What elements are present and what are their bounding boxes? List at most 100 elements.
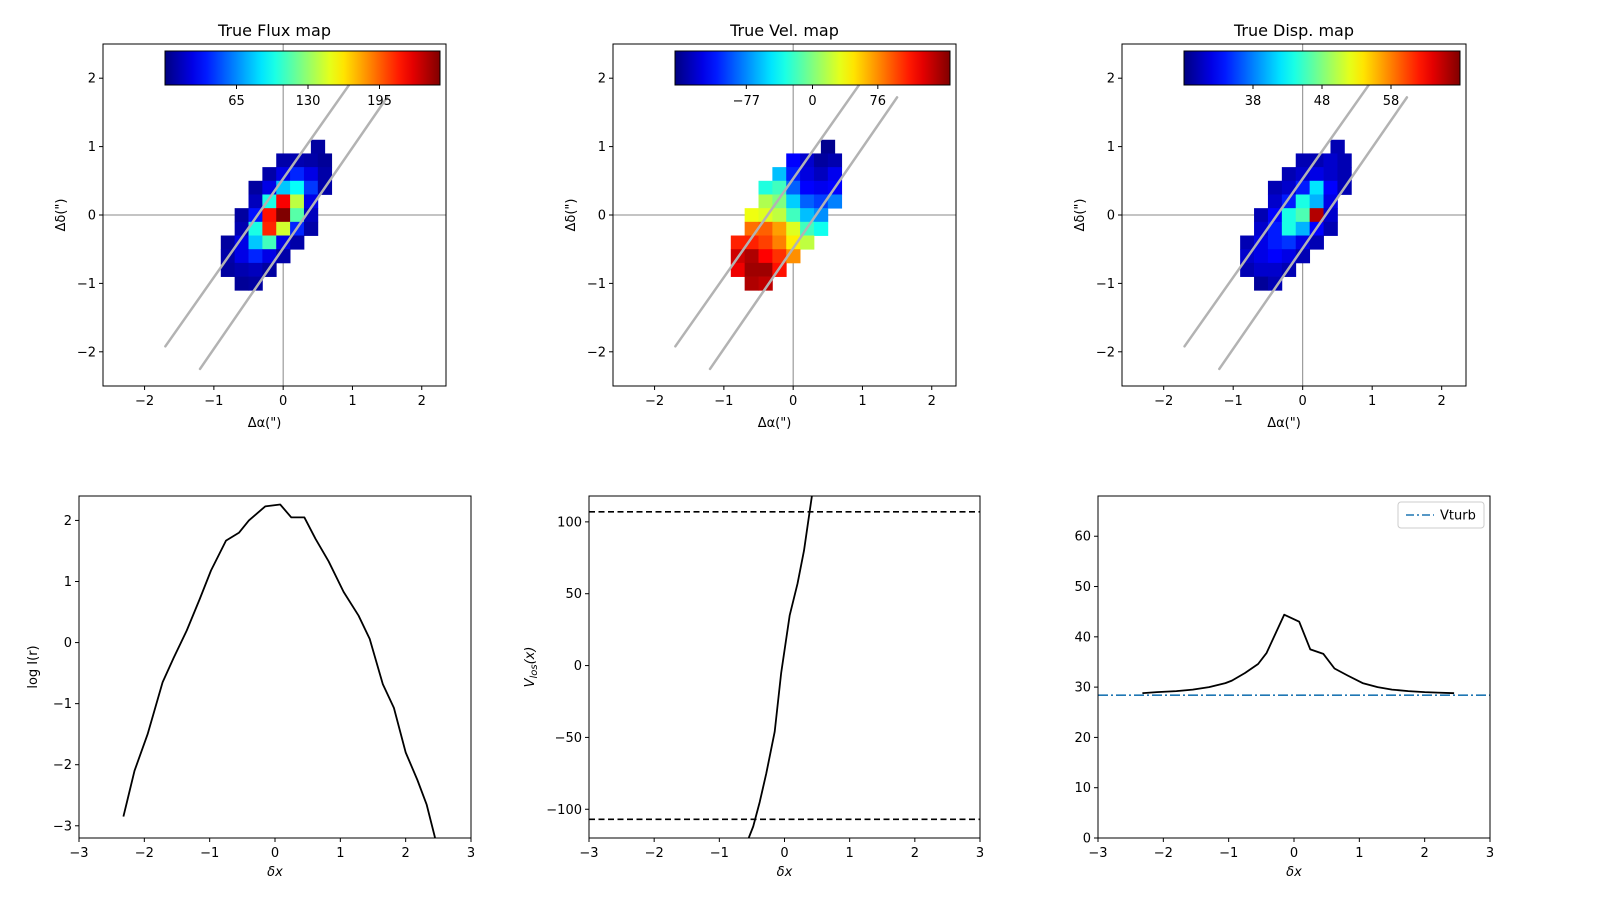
map-pixel bbox=[827, 194, 843, 209]
y-tick-label: 2 bbox=[88, 72, 96, 87]
x-tick-label: 0 bbox=[271, 846, 279, 861]
map-pixel bbox=[1337, 153, 1352, 168]
map-pixel bbox=[290, 235, 305, 250]
map-pixel bbox=[1323, 153, 1338, 168]
map-pixel bbox=[262, 221, 277, 236]
x-tick-label: 0 bbox=[279, 394, 287, 409]
y-tick-label: 60 bbox=[1074, 530, 1091, 545]
axes-frame bbox=[588, 495, 981, 839]
map-pixel bbox=[1323, 180, 1338, 195]
y-tick-label: −1 bbox=[77, 277, 96, 292]
map-pixel bbox=[1309, 235, 1324, 250]
map-pixel bbox=[1281, 208, 1297, 223]
y-tick-label: 50 bbox=[1074, 580, 1091, 595]
map-pixel bbox=[758, 276, 773, 291]
x-tick-label: 2 bbox=[418, 394, 426, 409]
map-pixel bbox=[758, 235, 773, 250]
map-pixel bbox=[813, 180, 829, 195]
x-axis-label: Δα(") bbox=[1267, 416, 1301, 431]
map-pixel bbox=[1254, 235, 1269, 250]
map-pixel bbox=[1240, 262, 1255, 277]
map-pixel bbox=[786, 194, 801, 209]
colorbar-gradient bbox=[674, 50, 951, 86]
legend: Vturb bbox=[1397, 501, 1485, 529]
plot-area bbox=[1098, 613, 1490, 696]
x-tick-label: 1 bbox=[336, 846, 344, 861]
colorbar: −77 0 76 bbox=[674, 50, 951, 109]
colorbar-tick-label: 65 bbox=[228, 94, 245, 109]
y-tick-label: 20 bbox=[1074, 731, 1091, 746]
map-pixel bbox=[800, 235, 815, 250]
map-pixel bbox=[813, 194, 829, 209]
map-pixel bbox=[1281, 167, 1297, 182]
legend-box bbox=[1397, 501, 1485, 529]
heatmap-panel-2: −77 0 76 −2 −1 0 1 2 −2 −1 0 1 2 True Vel. map Δα(") Δδ… bbox=[564, 21, 957, 431]
colorbar-tick-label: −77 bbox=[733, 94, 760, 109]
x-tick-label: −2 bbox=[1154, 394, 1173, 409]
axes-frame bbox=[78, 495, 472, 839]
colorbar: 65 130 195 bbox=[164, 50, 441, 109]
map-pixel bbox=[1309, 194, 1324, 209]
map-pixel bbox=[1295, 180, 1311, 195]
map-pixel bbox=[317, 153, 333, 168]
y-axis-label: Δδ(") bbox=[564, 199, 579, 232]
map-pixel bbox=[248, 235, 263, 250]
chart-title: True Flux map bbox=[217, 21, 331, 40]
map-pixel bbox=[1309, 167, 1324, 182]
x-tick-label: 3 bbox=[1486, 846, 1494, 861]
map-pixel bbox=[786, 235, 801, 250]
x-tick-label: −1 bbox=[200, 846, 219, 861]
map-pixel bbox=[262, 235, 277, 250]
x-tick-label: 0 bbox=[1290, 846, 1298, 861]
map-pixel bbox=[786, 167, 801, 182]
map-pixel bbox=[220, 262, 236, 277]
map-pixel bbox=[820, 139, 836, 154]
map-pixel bbox=[290, 180, 305, 195]
x-tick-label: −2 bbox=[135, 394, 154, 409]
map-pixel bbox=[827, 153, 843, 168]
y-tick-label: −2 bbox=[53, 758, 72, 773]
map-pixel bbox=[262, 208, 277, 223]
x-axis-label: Δα(") bbox=[248, 416, 282, 431]
map-pixel bbox=[1309, 180, 1324, 195]
x-tick-label: 2 bbox=[1438, 394, 1446, 409]
y-tick-label: 1 bbox=[64, 575, 72, 590]
map-pixel bbox=[744, 276, 759, 291]
y-tick-label: −1 bbox=[53, 697, 72, 712]
map-pixel bbox=[1267, 262, 1283, 277]
x-axis-label: δx bbox=[1286, 865, 1302, 880]
plot-area bbox=[122, 503, 436, 838]
map-pixel bbox=[303, 221, 319, 236]
map-pixel bbox=[303, 194, 319, 209]
x-tick-label: 1 bbox=[1355, 846, 1363, 861]
map-pixel bbox=[248, 180, 263, 195]
map-pixel bbox=[772, 208, 787, 223]
line-panel-1: −3 −2 −1 0 1 2 3 −3 −2 −1 0 1 2 δx log I(r) bbox=[26, 495, 475, 880]
y-tick-label: 30 bbox=[1074, 681, 1091, 696]
colorbar-gradient bbox=[164, 50, 441, 86]
x-tick-label: 2 bbox=[928, 394, 936, 409]
map-pixel bbox=[248, 262, 263, 277]
x-tick-label: 0 bbox=[789, 394, 797, 409]
map-pixel bbox=[220, 235, 236, 250]
map-pixel bbox=[234, 208, 249, 223]
x-tick-label: −1 bbox=[1219, 846, 1238, 861]
x-tick-label: −3 bbox=[69, 846, 88, 861]
y-tick-label: −100 bbox=[546, 803, 582, 818]
map-pixel bbox=[1267, 276, 1283, 291]
map-pixel bbox=[1267, 194, 1283, 209]
y-tick-label: 2 bbox=[1107, 72, 1115, 87]
x-axis-label: δx bbox=[777, 865, 793, 880]
colorbar-tick-label: 38 bbox=[1245, 94, 1262, 109]
slit-line bbox=[708, 96, 899, 371]
map-pixel bbox=[758, 249, 773, 264]
x-tick-label: 0 bbox=[780, 846, 788, 861]
map-pixel bbox=[1254, 262, 1269, 277]
y-tick-label: 1 bbox=[1107, 140, 1115, 155]
map-pixel bbox=[303, 153, 319, 168]
map-pixel bbox=[772, 221, 787, 236]
map-pixel bbox=[1281, 235, 1297, 250]
y-tick-label: 0 bbox=[64, 636, 72, 651]
map-pixel bbox=[303, 167, 319, 182]
